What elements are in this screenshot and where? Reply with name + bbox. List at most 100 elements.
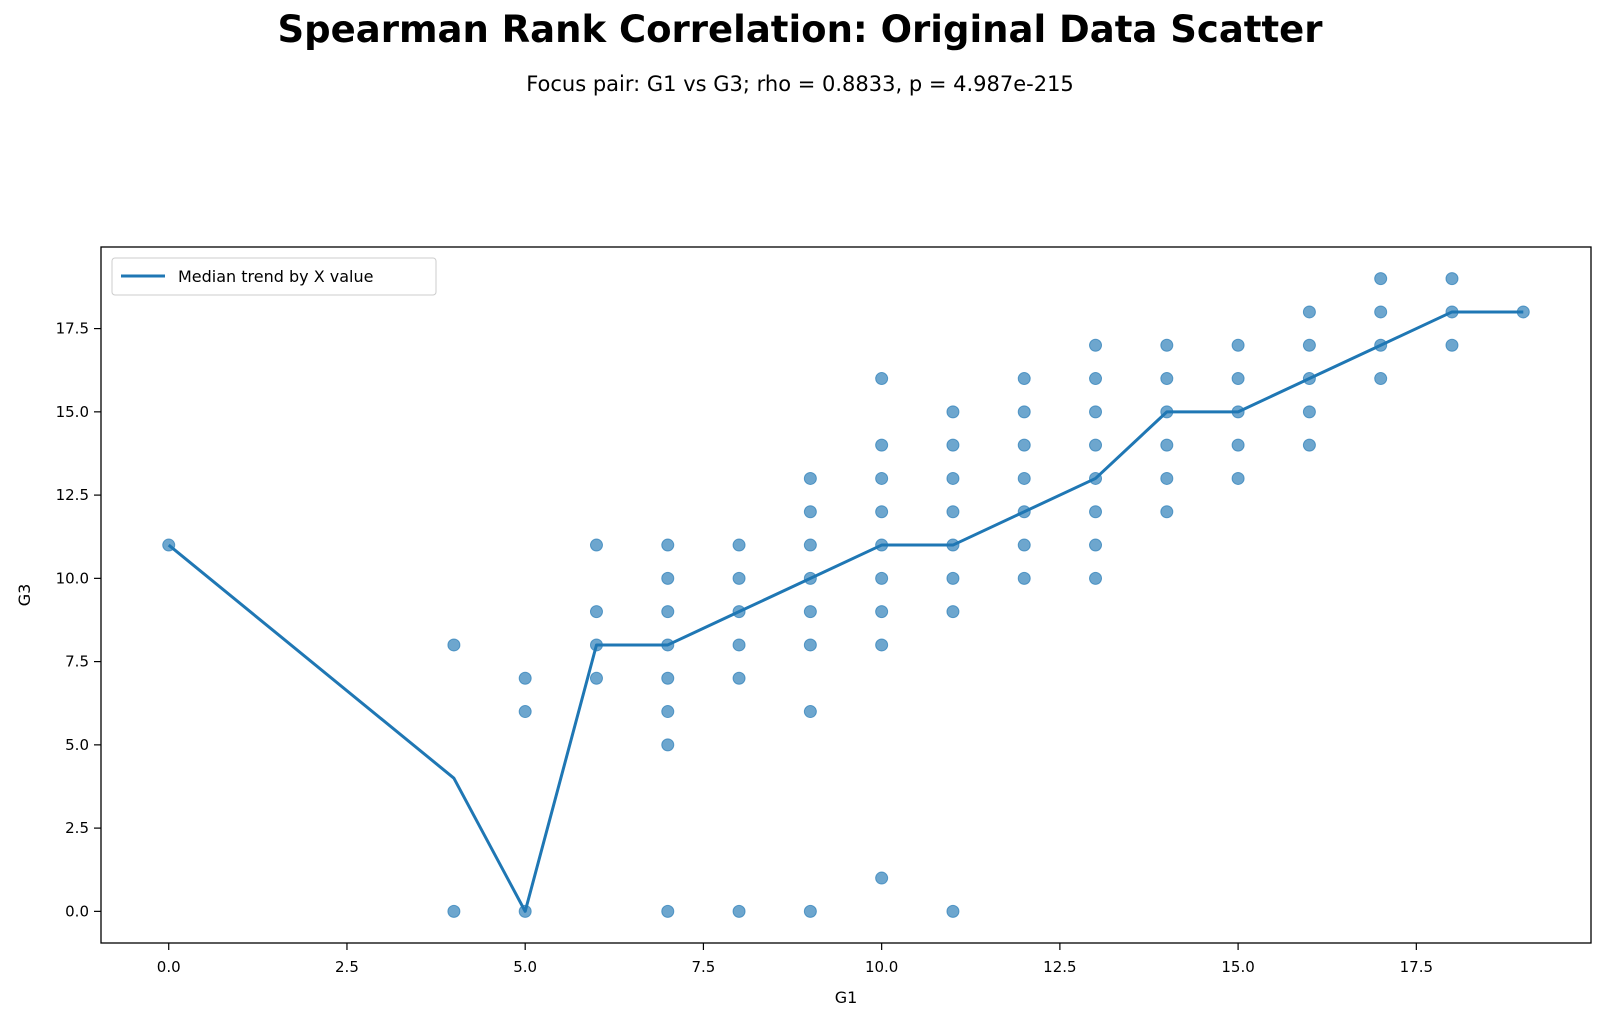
data-point	[1017, 571, 1031, 585]
y-tick-label: 17.5	[56, 320, 89, 338]
data-point	[1160, 372, 1174, 386]
data-point	[875, 571, 889, 585]
data-point	[1089, 338, 1103, 352]
data-point	[946, 505, 960, 519]
y-tick-label: 0.0	[65, 902, 89, 920]
data-point	[1160, 471, 1174, 485]
data-point	[589, 538, 603, 552]
x-axis-ticks: 0.0 2.5 5.0 7.5 10.0 12.5 15.0 17.5	[157, 943, 1433, 976]
data-point	[1302, 438, 1316, 452]
data-point	[946, 904, 960, 918]
data-point	[1374, 272, 1388, 286]
data-point	[875, 871, 889, 885]
data-point	[661, 738, 675, 752]
data-point	[732, 638, 746, 652]
trend-line-layer	[167, 310, 1524, 913]
data-point	[732, 671, 746, 685]
data-point	[875, 471, 889, 485]
data-point	[1445, 338, 1459, 352]
x-tick-label: 7.5	[691, 958, 715, 976]
data-point	[661, 605, 675, 619]
data-point	[589, 605, 603, 619]
data-point	[946, 571, 960, 585]
median-trend-line	[167, 310, 1524, 913]
data-point	[1302, 305, 1316, 319]
data-point	[1374, 305, 1388, 319]
x-tick-label: 0.0	[157, 958, 181, 976]
data-point	[946, 471, 960, 485]
data-point	[447, 638, 461, 652]
data-point	[1231, 438, 1245, 452]
points-layer	[162, 272, 1530, 918]
data-point	[1231, 338, 1245, 352]
data-point	[946, 405, 960, 419]
data-point	[803, 605, 817, 619]
data-point	[803, 538, 817, 552]
data-point	[661, 904, 675, 918]
data-point	[1445, 272, 1459, 286]
data-point	[447, 904, 461, 918]
data-point	[1089, 571, 1103, 585]
data-point	[803, 638, 817, 652]
chart-title: Spearman Rank Correlation: Original Data…	[277, 8, 1323, 51]
data-point	[661, 571, 675, 585]
data-point	[589, 671, 603, 685]
legend-box	[111, 257, 437, 296]
data-point	[1160, 338, 1174, 352]
y-tick-label: 10.0	[56, 569, 89, 587]
data-point	[875, 505, 889, 519]
data-point	[946, 438, 960, 452]
y-axis-ticks: 0.0 2.5 5.0 7.5 10.0 12.5 15.0 17.5	[56, 320, 101, 920]
data-point	[1017, 405, 1031, 419]
data-point	[732, 904, 746, 918]
data-point	[803, 471, 817, 485]
legend-label: Median trend by X value	[178, 267, 373, 286]
legend: Median trend by X value	[111, 257, 437, 296]
data-point	[1017, 471, 1031, 485]
data-point	[1089, 505, 1103, 519]
data-point	[875, 638, 889, 652]
data-point	[1302, 338, 1316, 352]
data-point	[1302, 405, 1316, 419]
y-tick-label: 12.5	[56, 486, 89, 504]
x-tick-label: 15.0	[1221, 958, 1254, 976]
data-point	[1017, 538, 1031, 552]
data-point	[661, 671, 675, 685]
data-point	[1160, 505, 1174, 519]
data-point	[1231, 372, 1245, 386]
x-tick-label: 17.5	[1400, 958, 1433, 976]
data-point	[1231, 471, 1245, 485]
data-point	[1089, 372, 1103, 386]
data-point	[1160, 438, 1174, 452]
data-point	[803, 505, 817, 519]
y-tick-label: 15.0	[56, 403, 89, 421]
x-tick-label: 2.5	[335, 958, 359, 976]
data-point	[661, 705, 675, 719]
y-tick-label: 2.5	[65, 819, 89, 837]
data-point	[803, 904, 817, 918]
data-point	[1017, 438, 1031, 452]
data-point	[1089, 438, 1103, 452]
chart-subtitle: Focus pair: G1 vs G3; rho = 0.8833, p = …	[526, 72, 1074, 96]
data-point	[661, 538, 675, 552]
data-point	[875, 605, 889, 619]
x-tick-label: 5.0	[513, 958, 537, 976]
y-tick-label: 7.5	[65, 653, 89, 671]
x-axis-label: G1	[835, 988, 858, 1007]
data-point	[1089, 405, 1103, 419]
data-point	[732, 538, 746, 552]
x-tick-label: 12.5	[1043, 958, 1076, 976]
data-point	[1374, 372, 1388, 386]
data-point	[518, 671, 532, 685]
data-point	[1017, 372, 1031, 386]
data-point	[875, 372, 889, 386]
y-axis-label: G3	[15, 584, 34, 607]
data-point	[803, 705, 817, 719]
data-point	[946, 605, 960, 619]
plot-frame	[100, 246, 1592, 944]
x-tick-label: 10.0	[865, 958, 898, 976]
data-point	[1089, 538, 1103, 552]
data-point	[875, 438, 889, 452]
data-point	[732, 571, 746, 585]
